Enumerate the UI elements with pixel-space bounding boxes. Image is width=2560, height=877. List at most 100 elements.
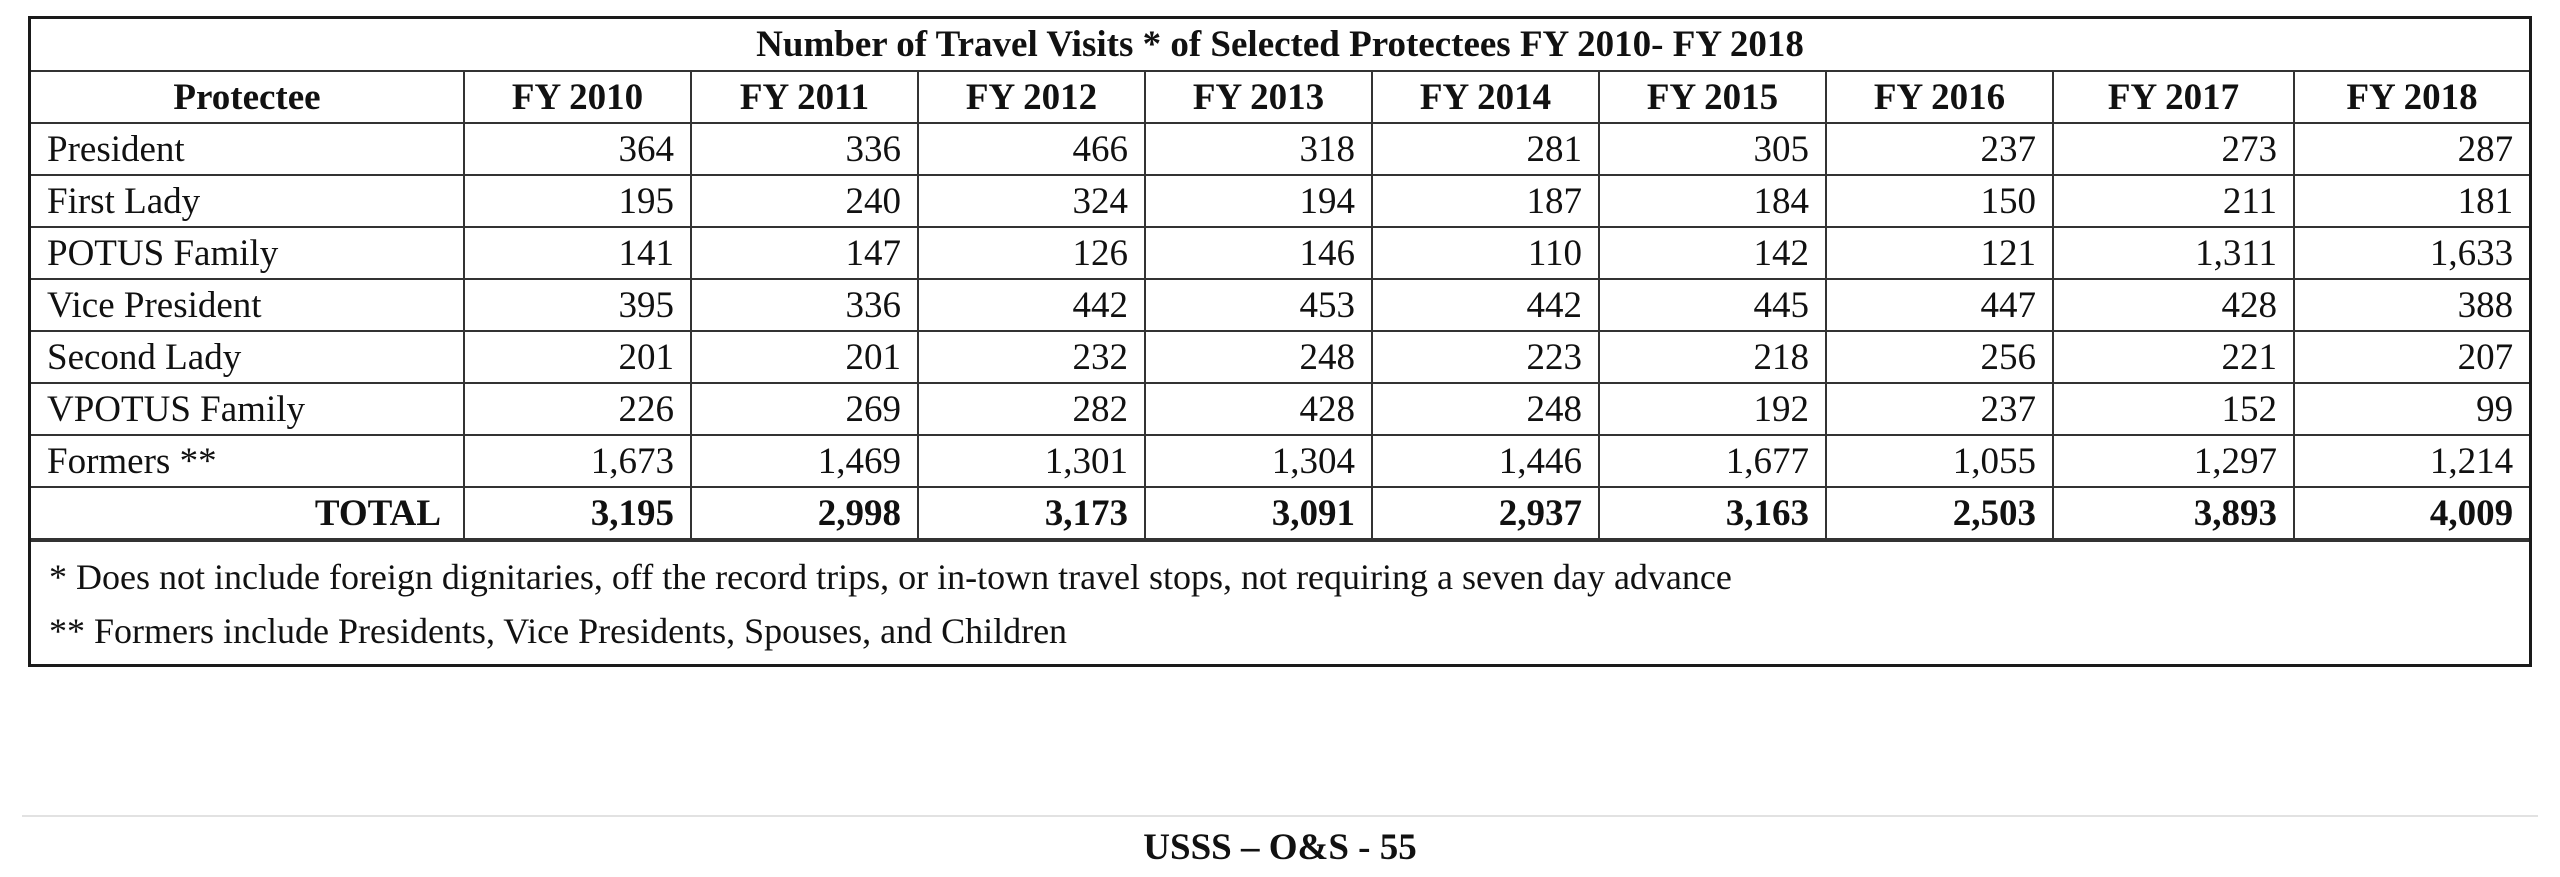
column-header: FY 2010 xyxy=(463,70,692,124)
total-row: TOTAL 3,195 2,998 3,173 3,091 2,937 3,16… xyxy=(31,487,2530,540)
visit-count-cell: 248 xyxy=(1144,330,1373,384)
visit-count-cell: 223 xyxy=(1371,330,1600,384)
travel-visits-table: Number of Travel Visits * of Selected Pr… xyxy=(31,19,2530,540)
protectee-name: Second Lady xyxy=(31,330,465,384)
visit-count-cell: 187 xyxy=(1371,174,1600,228)
visit-count-cell: 447 xyxy=(1825,278,2054,332)
table-row: POTUS Family 141 147 126 146 110 142 121 1,311 1,… xyxy=(31,226,2530,280)
total-cell: 3,195 xyxy=(463,487,692,540)
page-divider xyxy=(22,815,2538,817)
visit-count-cell: 388 xyxy=(2292,278,2530,332)
visit-count-cell: 1,673 xyxy=(463,434,692,488)
visit-count-cell: 211 xyxy=(2052,174,2295,228)
table-row: President 364 336 466 318 281 305 237 273 287 xyxy=(31,123,2530,176)
column-header: FY 2017 xyxy=(2052,70,2295,124)
visit-count-cell: 218 xyxy=(1598,330,1827,384)
visit-count-cell: 273 xyxy=(2052,123,2295,176)
page-footer: USSS – O&S - 55 xyxy=(1143,827,1417,868)
visit-count-cell: 99 xyxy=(2292,382,2530,436)
protectee-name: Formers ** xyxy=(31,434,465,488)
table-row: Formers ** 1,673 1,469 1,301 1,304 1,446 1,677… xyxy=(31,434,2530,488)
visit-count-cell: 232 xyxy=(917,330,1146,384)
total-label: TOTAL xyxy=(31,487,465,540)
total-cell: 4,009 xyxy=(2292,487,2530,540)
visit-count-cell: 305 xyxy=(1598,123,1827,176)
visit-count-cell: 201 xyxy=(690,330,919,384)
visit-count-cell: 201 xyxy=(463,330,692,384)
visit-count-cell: 121 xyxy=(1825,226,2054,280)
column-header: FY 2012 xyxy=(917,70,1146,124)
visit-count-cell: 395 xyxy=(463,278,692,332)
visit-count-cell: 466 xyxy=(917,123,1146,176)
visit-count-cell: 1,304 xyxy=(1144,434,1373,488)
visit-count-cell: 453 xyxy=(1144,278,1373,332)
visit-count-cell: 248 xyxy=(1371,382,1600,436)
visit-count-cell: 269 xyxy=(690,382,919,436)
visit-count-cell: 256 xyxy=(1825,330,2054,384)
visit-count-cell: 282 xyxy=(917,382,1146,436)
protectee-name: First Lady xyxy=(31,174,465,228)
visit-count-cell: 141 xyxy=(463,226,692,280)
visit-count-cell: 445 xyxy=(1598,278,1827,332)
travel-visits-table-frame: Number of Travel Visits * of Selected Pr… xyxy=(28,16,2532,667)
protectee-name: Vice President xyxy=(31,278,465,332)
footnote: * Does not include foreign dignitaries, … xyxy=(49,557,1732,597)
visit-count-cell: 1,311 xyxy=(2052,226,2295,280)
visit-count-cell: 146 xyxy=(1144,226,1373,280)
visit-count-cell: 364 xyxy=(463,123,692,176)
footnote: ** Formers include Presidents, Vice Pres… xyxy=(49,611,1068,651)
visit-count-cell: 1,633 xyxy=(2292,226,2530,280)
visit-count-cell: 184 xyxy=(1598,174,1827,228)
visit-count-cell: 1,297 xyxy=(2052,434,2295,488)
column-header: Protectee xyxy=(31,70,465,124)
visit-count-cell: 1,301 xyxy=(917,434,1146,488)
visit-count-cell: 237 xyxy=(1825,382,2054,436)
visit-count-cell: 240 xyxy=(690,174,919,228)
visit-count-cell: 152 xyxy=(2052,382,2295,436)
visit-count-cell: 194 xyxy=(1144,174,1373,228)
total-cell: 3,163 xyxy=(1598,487,1827,540)
visit-count-cell: 1,469 xyxy=(690,434,919,488)
visit-count-cell: 142 xyxy=(1598,226,1827,280)
visit-count-cell: 207 xyxy=(2292,330,2530,384)
column-header: FY 2011 xyxy=(690,70,919,124)
total-cell: 2,503 xyxy=(1825,487,2054,540)
visit-count-cell: 1,677 xyxy=(1598,434,1827,488)
protectee-name: POTUS Family xyxy=(31,226,465,280)
visit-count-cell: 1,446 xyxy=(1371,434,1600,488)
total-cell: 3,893 xyxy=(2052,487,2295,540)
protectee-name: VPOTUS Family xyxy=(31,382,465,436)
table-title: Number of Travel Visits * of Selected Pr… xyxy=(31,19,2530,72)
visit-count-cell: 110 xyxy=(1371,226,1600,280)
table-row: First Lady 195 240 324 194 187 184 150 211 181 xyxy=(31,174,2530,228)
visit-count-cell: 150 xyxy=(1825,174,2054,228)
column-header: FY 2013 xyxy=(1144,70,1373,124)
visit-count-cell: 221 xyxy=(2052,330,2295,384)
visit-count-cell: 442 xyxy=(917,278,1146,332)
table-row: VPOTUS Family 226 269 282 428 248 192 237 152 99 xyxy=(31,382,2530,436)
visit-count-cell: 428 xyxy=(1144,382,1373,436)
total-cell: 3,173 xyxy=(917,487,1146,540)
visit-count-cell: 226 xyxy=(463,382,692,436)
visit-count-cell: 1,055 xyxy=(1825,434,2054,488)
visit-count-cell: 336 xyxy=(690,278,919,332)
column-header: FY 2015 xyxy=(1598,70,1827,124)
total-cell: 2,937 xyxy=(1371,487,1600,540)
visit-count-cell: 336 xyxy=(690,123,919,176)
visit-count-cell: 428 xyxy=(2052,278,2295,332)
visit-count-cell: 147 xyxy=(690,226,919,280)
visit-count-cell: 287 xyxy=(2292,123,2530,176)
table-row: Second Lady 201 201 232 248 223 218 256 221 207 xyxy=(31,330,2530,384)
visit-count-cell: 1,214 xyxy=(2292,434,2530,488)
table-notes: * Does not include foreign dignitaries, … xyxy=(31,540,2529,664)
protectee-name: President xyxy=(31,123,465,176)
visit-count-cell: 237 xyxy=(1825,123,2054,176)
visit-count-cell: 442 xyxy=(1371,278,1600,332)
visit-count-cell: 181 xyxy=(2292,174,2530,228)
total-cell: 3,091 xyxy=(1144,487,1373,540)
column-header: FY 2018 xyxy=(2292,70,2530,124)
column-header: FY 2016 xyxy=(1825,70,2054,124)
visit-count-cell: 281 xyxy=(1371,123,1600,176)
visit-count-cell: 324 xyxy=(917,174,1146,228)
visit-count-cell: 192 xyxy=(1598,382,1827,436)
